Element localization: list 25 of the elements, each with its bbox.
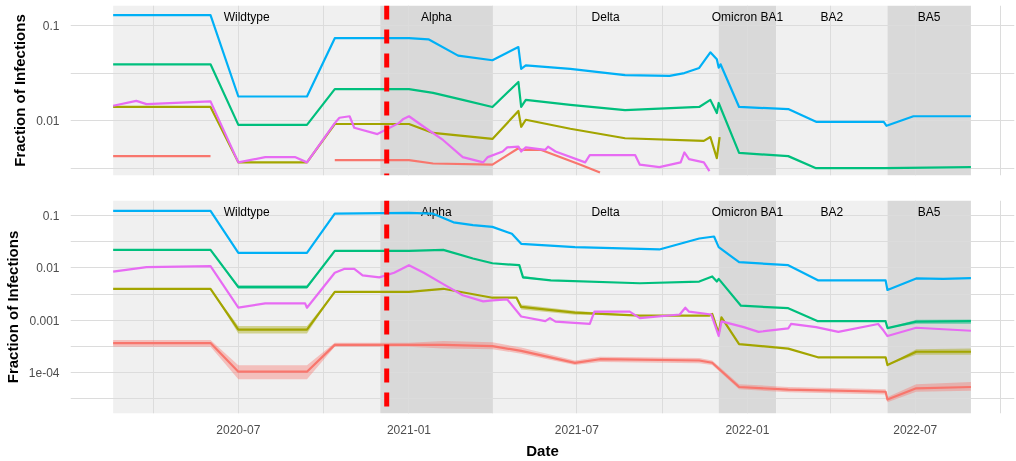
band-label: Omicron BA1: [711, 204, 784, 219]
band-label: Wildtype: [223, 9, 271, 24]
x-tick-label: 2022-07: [893, 422, 938, 437]
band-label: Omicron BA1: [711, 9, 784, 24]
y-tick-label: 0.001: [29, 313, 60, 328]
band-label: BA2: [820, 9, 844, 24]
x-axis-title: Date: [526, 441, 559, 459]
y-tick-label: 0.01: [36, 261, 60, 276]
x-tick-label: 2020-07: [216, 422, 261, 437]
x-tick-label: 2021-01: [386, 422, 432, 437]
x-tick-label: 2021-07: [554, 422, 600, 437]
y-tick-label: 1e-04: [28, 366, 60, 381]
band-label: BA2: [820, 204, 844, 219]
x-tick-label: 2022-01: [725, 422, 770, 437]
band-label: Delta: [591, 9, 620, 24]
band-label: BA5: [917, 204, 941, 219]
y-tick-label: 0.01: [36, 114, 60, 129]
band-label: Delta: [591, 204, 620, 219]
y-axis-title: Fraction of Infections: [11, 14, 29, 167]
y-tick-label: 0.1: [42, 18, 60, 33]
y-tick-label: 0.1: [42, 209, 60, 224]
band-label: Alpha: [420, 9, 452, 24]
y-axis-title: Fraction of Infections: [3, 230, 21, 384]
band-label: BA5: [917, 9, 941, 24]
band-label: Wildtype: [223, 204, 271, 219]
